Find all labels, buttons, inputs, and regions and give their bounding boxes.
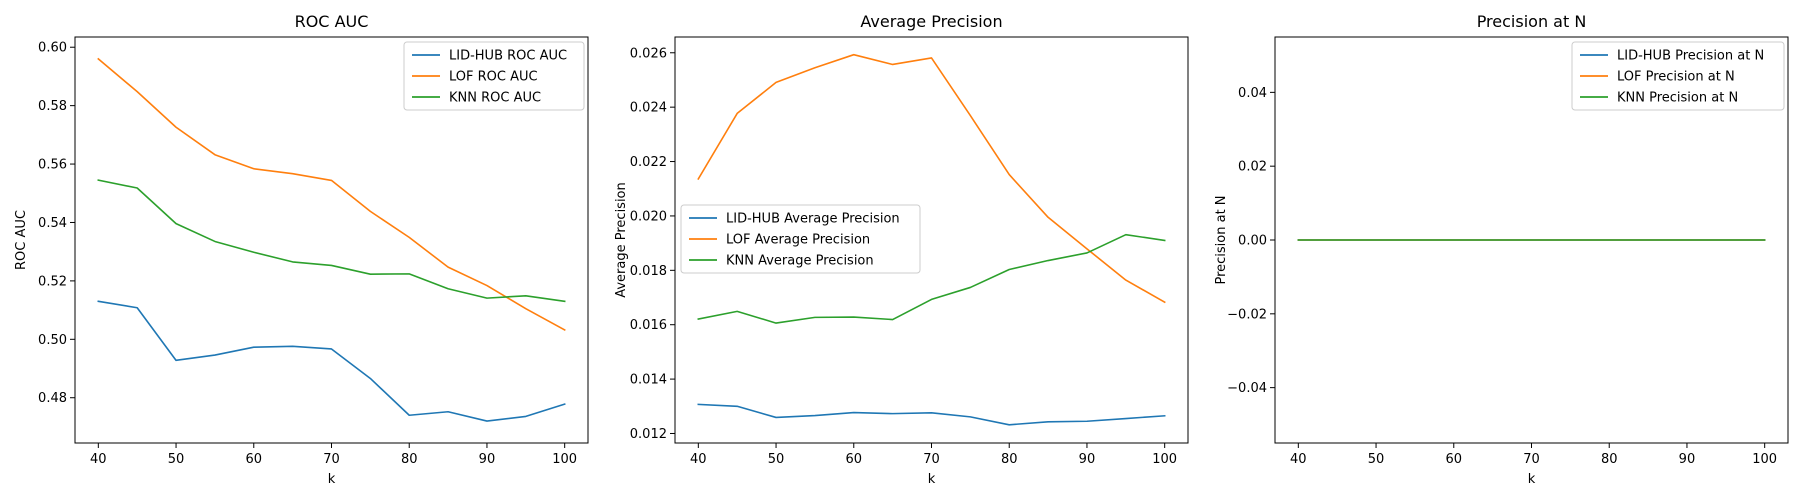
y-tick-label: 0.022 [630,155,667,170]
x-tick-label: 50 [768,452,785,467]
legend-label-3: KNN ROC AUC [449,91,541,106]
legend-label-3: KNN Precision at N [1617,91,1738,106]
x-axis-label: k [328,472,336,487]
x-tick-label: 40 [1290,452,1307,467]
y-tick-label: 0.020 [630,209,667,224]
x-tick-label: 80 [1001,452,1018,467]
x-tick-label: 40 [90,452,107,467]
y-tick-label: 0.024 [630,101,667,116]
y-tick-label: 0.56 [38,158,67,173]
x-tick-label: 90 [1079,452,1096,467]
y-tick-label: 0.04 [1238,86,1267,101]
x-tick-label: 70 [923,452,940,467]
y-tick-label: 0.02 [1238,160,1267,175]
series-line-3 [697,233,1166,324]
x-tick-label: 90 [1679,452,1696,467]
x-axis-label: k [1528,472,1536,487]
chart-panel-1: ROC AUC 40 50 60 70 80 90 100 0.48 0.50 0.52 0.54 0.… [14,12,589,487]
legend-label-2: LOF ROC AUC [449,70,538,85]
legend-label-1: LID-HUB Precision at N [1617,49,1764,64]
legend-box [680,204,921,274]
x-tick-label: 80 [1601,452,1618,467]
legend-label-1: LID-HUB ROC AUC [449,49,567,64]
y-axis-label: ROC AUC [14,210,29,270]
x-tick-label: 40 [690,452,707,467]
legend: LID-HUB Precision at N LOF Precision at N… [1571,41,1785,111]
series-line-2 [697,53,1166,304]
y-tick-label: 0.016 [630,318,667,333]
x-tick-label: 50 [1368,452,1385,467]
legend-box [1571,41,1785,111]
x-tick-label: 60 [245,452,262,467]
y-tick-label: −0.04 [1227,381,1267,396]
y-tick-label: 0.54 [38,216,67,231]
legend-label-2: LOF Average Precision [726,233,870,248]
x-axis-label: k [928,472,936,487]
y-tick-label: 0.018 [630,264,667,279]
y-axis-label: Average Precision [614,182,629,298]
chart-title: ROC AUC [295,12,369,31]
legend: LID-HUB ROC AUC LOF ROC AUC KNN ROC AUC [403,41,585,111]
chart-panel-3: Precision at N 40 50 60 70 80 90 100 −0.04 −0.02 0… [1214,12,1789,487]
y-tick-label: 0.58 [38,99,67,114]
y-tick-label: 0.60 [38,41,67,56]
series-line-3 [97,179,566,303]
y-tick-label: 0.48 [38,391,67,406]
x-tick-label: 60 [1445,452,1462,467]
legend: LID-HUB Average Precision LOF Average Pre… [680,204,921,274]
legend-label-3: KNN Average Precision [726,254,874,269]
y-tick-label: 0.026 [630,46,667,61]
y-tick-label: −0.02 [1227,307,1267,322]
x-tick-label: 100 [1152,452,1177,467]
y-tick-label: 0.014 [630,373,667,388]
chart-title: Precision at N [1477,12,1587,31]
x-tick-label: 100 [1752,452,1777,467]
chart-panel-2: Average Precision 40 50 60 70 80 90 100 0.012 0.0… [614,12,1189,487]
chart-title: Average Precision [860,12,1002,31]
y-axis-label: Precision at N [1214,195,1229,284]
y-tick-label: 0.00 [1238,234,1267,249]
legend-label-2: LOF Precision at N [1617,70,1735,85]
x-tick-label: 60 [845,452,862,467]
x-tick-label: 70 [323,452,340,467]
legend-label-1: LID-HUB Average Precision [726,212,900,227]
y-tick-label: 0.50 [38,333,67,348]
series-line-1 [697,403,1166,426]
legend-box [403,41,585,111]
x-tick-label: 50 [168,452,185,467]
x-tick-label: 100 [552,452,577,467]
x-tick-label: 80 [401,452,418,467]
y-tick-label: 0.012 [630,427,667,442]
series-line-2 [97,57,566,332]
x-tick-label: 90 [479,452,496,467]
series-line-1 [97,300,566,422]
x-tick-label: 70 [1523,452,1540,467]
y-tick-label: 0.52 [38,274,67,289]
